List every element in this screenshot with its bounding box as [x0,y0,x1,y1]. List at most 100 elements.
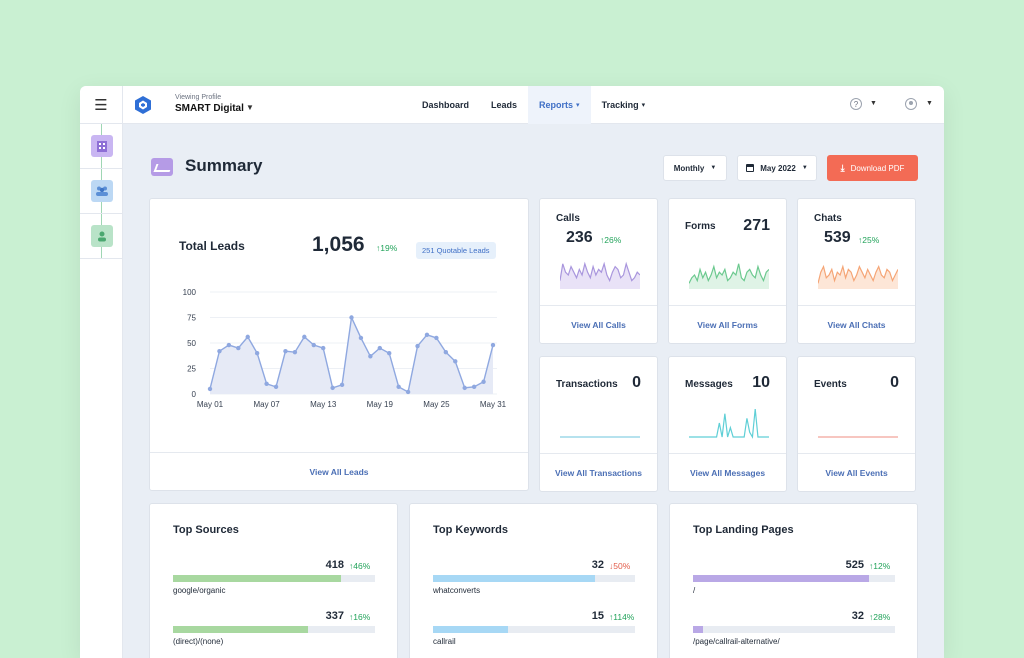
metric-value: 0 [890,374,899,391]
sidebar-item-profile[interactable] [80,214,123,259]
view-all-calls-link[interactable]: View All Calls [540,305,657,343]
user-account-icon[interactable] [905,98,917,110]
list-item-bar-fill [693,575,869,582]
total-leads-title: Total Leads [179,239,245,253]
profile-caption: Viewing Profile [175,94,222,101]
metric-delta: ↑25% [858,235,880,245]
metric-card-events: Events 0 View All Events [797,356,916,492]
list-item[interactable]: 15 ↑114% callrail [410,610,659,654]
metric-delta: ↑26% [600,235,622,245]
chevron-down-icon[interactable]: ▼ [246,103,254,112]
metric-card-transactions: Transactions 0 View All Transactions [539,356,658,492]
sparkline-area [560,263,640,289]
leads-point[interactable] [302,334,307,340]
list-item-bar-fill [433,626,508,633]
leads-point[interactable] [217,348,222,354]
view-all-leads-link[interactable]: View All Leads [150,452,528,490]
list-item-delta: ↓50% [609,561,631,571]
list-item-label: callrail [433,637,456,646]
leads-point[interactable] [396,384,401,390]
building-icon [90,135,113,157]
x-tick-label: May 13 [310,400,337,409]
list-title: Top Keywords [433,524,508,536]
view-all-messages-link[interactable]: View All Messages [669,453,786,491]
leads-point[interactable] [236,345,241,351]
leads-point[interactable] [358,335,364,341]
leads-point[interactable] [254,351,260,356]
leads-point[interactable] [481,379,486,384]
list-item-label: /page/callrail-alternative/ [693,637,780,646]
leads-point[interactable] [453,359,458,364]
leads-point[interactable] [368,354,373,359]
list-item-bar-fill [173,626,309,633]
leads-point[interactable] [424,332,430,338]
metric-title: Calls [556,213,580,224]
leads-point[interactable] [405,389,411,395]
leads-point[interactable] [226,342,232,348]
list-item[interactable]: 32 ↓50% whatconverts [410,559,659,603]
list-item-label: google/organic [173,586,226,595]
metric-title: Messages [685,379,733,390]
leads-point[interactable] [471,384,477,390]
leads-point[interactable] [283,348,288,354]
sidebar-item-teams[interactable] [80,169,123,214]
quotable-leads-badge: 251 Quotable Leads [416,242,496,259]
chevron-down-icon: ▼ [710,165,717,171]
y-tick-label: 75 [187,314,196,323]
leads-point[interactable] [387,351,392,356]
period-select[interactable]: Monthly ▼ [663,155,727,181]
leads-point[interactable] [434,335,439,341]
leads-point[interactable] [462,385,467,391]
leads-point[interactable] [377,345,382,351]
list-item[interactable]: 32 ↑28% /page/callrail-alternative/ [670,610,919,654]
nav-item-label: Dashboard [422,100,470,110]
users-icon [90,180,113,202]
nav-item-tracking[interactable]: Tracking ▾ [591,86,657,124]
list-item[interactable]: 337 ↑16% (direct)/(none) [150,610,399,654]
leads-point[interactable] [245,334,250,340]
chevron-down-icon[interactable]: ▼ [870,100,877,107]
date-select[interactable]: May 2022 ▼ [737,155,817,181]
view-all-chats-link[interactable]: View All Chats [798,305,915,343]
total-leads-value: 1,056 [312,233,365,256]
x-tick-label: May 07 [253,400,280,409]
help-icon[interactable]: ? [850,98,862,110]
sparkline-area [818,266,898,289]
leads-point[interactable] [339,382,345,388]
list-item[interactable]: 525 ↑12% / [670,559,919,603]
nav-item-dashboard[interactable]: Dashboard [411,86,480,124]
leads-point[interactable] [311,342,316,348]
leads-point[interactable] [321,345,326,351]
metric-card-calls: Calls 236 ↑26% View All Calls [539,198,658,344]
leads-point[interactable] [349,315,354,320]
total-leads-chart: 0 25 50 75 100 May 01 May 07 May 13 May 19 May 25… [183,288,507,409]
leads-point[interactable] [273,384,279,390]
calendar-icon [746,164,755,172]
metric-sparkline [560,261,640,289]
view-all-events-link[interactable]: View All Events [798,453,915,491]
page-title: Summary [185,156,263,175]
list-item-label: whatconverts [433,586,481,595]
sparkline-line [818,264,898,284]
leads-point[interactable] [443,349,449,355]
leads-point[interactable] [207,386,213,392]
chevron-down-icon[interactable]: ▼ [926,100,933,107]
leads-point[interactable] [292,349,298,355]
view-all-forms-link[interactable]: View All Forms [669,305,786,343]
list-item-label: / [693,586,696,595]
metric-sparkline [560,436,640,438]
menu-icon[interactable]: ☰ [80,86,123,124]
nav-item-reports[interactable]: Reports ▾ [528,86,591,124]
leads-point[interactable] [264,381,269,386]
x-tick-label: May 25 [423,400,450,409]
leads-point[interactable] [490,342,496,348]
list-item[interactable]: 418 ↑46% google/organic [150,559,399,603]
nav-item-leads[interactable]: Leads [480,86,528,124]
leads-point[interactable] [330,385,335,391]
leads-point[interactable] [415,343,420,349]
metric-sparkline [689,263,769,289]
sidebar-item-accounts[interactable] [80,124,123,169]
download-pdf-button[interactable]: ⤓ Download PDF [827,155,918,181]
profile-selector[interactable]: SMART Digital [175,103,244,114]
view-all-transactions-link[interactable]: View All Transactions [540,453,657,491]
